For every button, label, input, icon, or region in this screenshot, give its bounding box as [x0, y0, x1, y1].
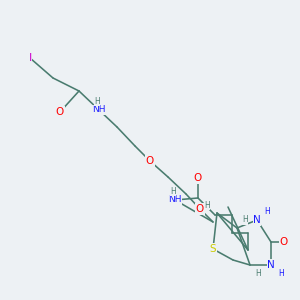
Text: NH: NH	[92, 106, 106, 115]
Text: O: O	[196, 204, 204, 214]
Text: H: H	[242, 215, 248, 224]
Text: O: O	[280, 237, 288, 247]
Text: H: H	[94, 97, 100, 106]
Text: NH: NH	[168, 196, 182, 205]
Text: O: O	[56, 107, 64, 117]
Text: O: O	[194, 173, 202, 183]
Text: H: H	[264, 206, 270, 215]
Text: N: N	[253, 215, 261, 225]
Text: O: O	[146, 156, 154, 166]
Text: H: H	[278, 269, 284, 278]
Text: H: H	[255, 268, 261, 278]
Text: H: H	[170, 187, 176, 196]
Text: N: N	[267, 260, 275, 270]
Text: I: I	[28, 53, 32, 63]
Text: H: H	[204, 200, 210, 209]
Text: S: S	[210, 244, 216, 254]
